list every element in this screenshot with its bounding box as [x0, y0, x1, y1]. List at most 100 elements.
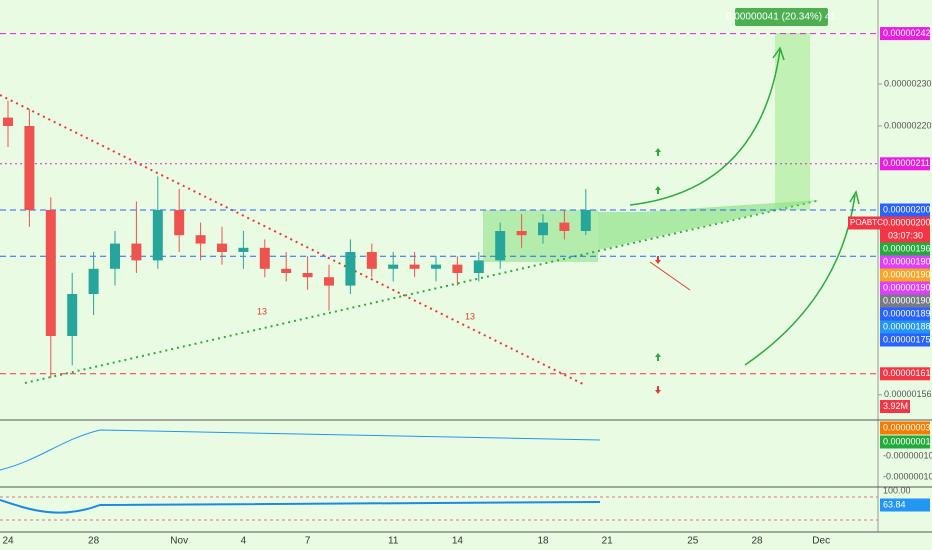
candle-body [3, 117, 13, 126]
candle-body [516, 231, 527, 236]
symbol-tag [848, 216, 880, 230]
y-tick-label: 0.00000156 [884, 389, 932, 399]
x-tick-label: 18 [537, 536, 549, 547]
price-tag [880, 268, 930, 282]
candle-body [452, 264, 463, 273]
pane-label: 0.00000003 [883, 422, 931, 432]
candle-body [238, 247, 249, 252]
volume-label: 3.92M [883, 401, 908, 411]
candle-body [45, 210, 56, 336]
price-tag-label: 0.00000190 [883, 256, 931, 266]
x-tick-label: 24 [2, 536, 14, 547]
annotation: 13 [257, 306, 267, 316]
candle-body [24, 126, 35, 210]
price-tag-label: 0.00000196 [883, 243, 931, 253]
x-tick-label: 4 [241, 536, 247, 547]
candle-body [559, 222, 570, 231]
rsi-line [0, 499, 601, 514]
candle-body [431, 264, 441, 269]
candle-body [473, 260, 484, 273]
x-tick-label: 14 [452, 536, 464, 547]
price-tag-label: 0.00000175 [883, 334, 931, 344]
signal-arrows [655, 256, 661, 394]
candle-body [324, 277, 334, 286]
candle-body [302, 273, 313, 278]
candle-body [259, 247, 270, 269]
price-tag-label: 0.00000190 [883, 295, 931, 305]
price-tag [880, 294, 930, 308]
price-tag [880, 242, 930, 256]
y-tick-label: 0.00000220 [884, 120, 932, 130]
trendline [0, 94, 586, 386]
trendline [24, 199, 821, 384]
arrow [629, 49, 781, 206]
candle-body [538, 222, 548, 236]
x-tick-label: 25 [687, 536, 699, 547]
price-tag [880, 203, 930, 217]
volume-tag [880, 400, 910, 413]
candle-body [580, 210, 591, 231]
price-tag-label: 0.00000200 [883, 204, 931, 214]
pane-label: -0.00000010 [883, 471, 932, 481]
annotation: 13 [465, 311, 475, 321]
price-tag-label: 0.00000242 [883, 28, 931, 38]
arrow-head [772, 46, 785, 61]
candle-body [131, 243, 142, 261]
pane-label: 63.84 [883, 499, 906, 509]
countdown-tag [880, 229, 930, 243]
arrow [744, 194, 856, 366]
price-tag-label: 0.00000190 [883, 269, 931, 279]
pane-label: -0.00000010 [883, 450, 932, 460]
price-tag [880, 255, 930, 269]
pane-label: 100.00 [883, 485, 911, 495]
x-tick-label: 21 [602, 536, 614, 547]
symbol-label: POABTC [850, 218, 883, 227]
price-tag [880, 320, 930, 334]
price-tag-label: 0.00000189 [883, 308, 931, 318]
candle-body [174, 210, 185, 236]
price-tag-label: 0.00000188 [883, 321, 931, 331]
price-tag [880, 27, 930, 41]
price-tag [880, 367, 930, 381]
candle-body [281, 268, 292, 273]
price-tag [880, 307, 930, 321]
candle-body [67, 294, 78, 336]
arrow [649, 261, 691, 291]
countdown: 03:07:30 [888, 230, 923, 240]
candle-body [88, 268, 99, 294]
candle-body [152, 210, 163, 261]
candle-body [366, 252, 377, 269]
candle-body [409, 264, 420, 269]
x-tick-label: 7 [305, 536, 311, 547]
pane-tag [880, 435, 930, 449]
arrow-head [849, 190, 860, 205]
candle-body [495, 231, 506, 261]
price-tag [880, 281, 930, 295]
x-tick-label: 28 [751, 536, 763, 547]
x-tick-label: Nov [170, 536, 188, 547]
price-tag [880, 157, 930, 171]
signal-arrows [655, 148, 661, 361]
wedge [598, 200, 820, 250]
y-tick-label: 0.00000230 [884, 78, 932, 88]
price-tag-label: 0.00000211 [883, 158, 930, 168]
candle-body [388, 264, 399, 269]
pane-label: 0.00000001 [883, 436, 931, 446]
price-tag [880, 333, 930, 347]
x-tick-label: Dec [812, 536, 830, 547]
annotation: 0.00000041 (20.34%) 41 [726, 12, 837, 23]
pane-tag [880, 421, 930, 435]
candle-body [110, 243, 120, 269]
price-tag-label: 0.00000190 [883, 282, 931, 292]
x-tick-label: 11 [388, 536, 399, 547]
price-tag [880, 216, 930, 230]
pane-tag [880, 498, 930, 512]
annotation-box [735, 8, 828, 26]
candle-body [195, 235, 206, 244]
target-zone [775, 33, 810, 210]
candle-body [345, 252, 356, 286]
macd-line [0, 429, 601, 471]
x-tick-label: 28 [88, 536, 100, 547]
candle-body [217, 243, 227, 252]
